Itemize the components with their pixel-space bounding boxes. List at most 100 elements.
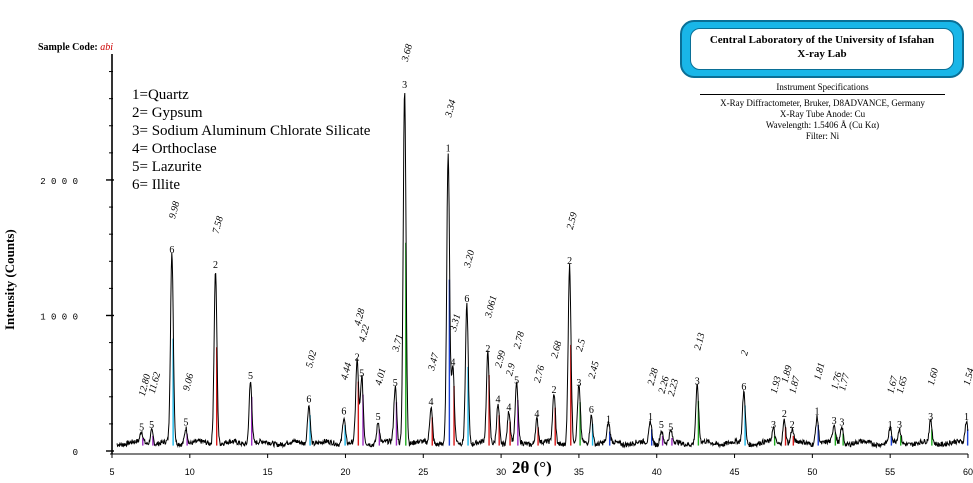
peak-phase-label: 1: [446, 144, 451, 155]
peak-phase-label: 6: [306, 394, 311, 405]
peak-phase-label: 4: [506, 402, 511, 413]
peak-d-spacing-label: 9.98: [167, 200, 182, 220]
sample-code-value: abi: [100, 42, 114, 53]
peak-phase-label: 1: [606, 415, 611, 426]
chart-axes: 01 0 0 02 0 0 05 10 15 20 25 30 35 40 45 50 55 60: [40, 54, 973, 477]
peak-d-spacing-label: 5.02: [304, 349, 319, 369]
peak-phase-label: 6: [341, 406, 346, 417]
phase-legend: 1=Quartz 2= Gypsum 3= Sodium Aluminum Ch…: [132, 86, 370, 194]
x-tick-label: 40: [652, 467, 662, 477]
peak-phase-label: 5: [183, 417, 188, 428]
peak-phase-label: 5: [514, 375, 519, 386]
peak-d-spacing-label: 4.01: [373, 367, 388, 387]
peak-d-spacing-label: 1.89: [780, 364, 795, 384]
diffraction-pattern: [116, 92, 969, 449]
peak-phase-label: 5: [668, 423, 673, 434]
peak-d-spacing-label: 2.45: [587, 360, 602, 380]
peak-d-spacing-label: 2.99: [493, 349, 508, 369]
instrument-line2: X-Ray Tube Anode: Cu: [779, 109, 866, 119]
peak-phase-label: 5: [393, 378, 398, 389]
peak-phase-label: 5: [659, 420, 664, 431]
peak-d-spacing-label: 2.26: [657, 375, 672, 395]
peak-d-spacing-label: 1.65: [895, 375, 910, 395]
x-tick-label: 50: [807, 467, 817, 477]
peak-d-spacing-label: 3.061: [483, 294, 500, 320]
peak-phase-label: 4: [450, 358, 455, 369]
y-tick-label: 1 0 0 0: [40, 312, 78, 322]
peak-d-spacing-label: 4.22: [357, 324, 372, 344]
peak-d-spacing-label: 2.68: [549, 340, 564, 360]
peak-d-spacing-label: 2.59: [565, 211, 580, 231]
x-tick-label: 5: [109, 467, 114, 477]
peak-phase-label: 1: [815, 406, 820, 417]
peak-phase-label: 6: [464, 294, 469, 305]
peak-d-spacing-label: 9.06: [181, 372, 196, 392]
peak-d-spacing-label: 11.62: [147, 371, 163, 395]
peak-d-spacing-label: 2: [739, 349, 751, 357]
legend-item-sodium-aluminum-chlorate-silicate: 3= Sodium Aluminum Chlorate Silicate: [132, 123, 371, 139]
peak-d-spacing-label: 2.13: [692, 332, 707, 352]
peak-phase-label: 3: [897, 420, 902, 431]
peak-d-spacing-label: 1.54: [962, 367, 973, 387]
peak-phase-label: 6: [741, 382, 746, 393]
x-tick-label: 35: [574, 467, 584, 477]
peak-phase-label: 5: [139, 423, 144, 434]
peak-d-spacing-label: 2.23: [666, 378, 681, 398]
peak-phase-label: 3: [832, 416, 837, 427]
peak-d-spacing-label: 2.5: [574, 338, 588, 353]
legend-item-gypsum: 2= Gypsum: [132, 105, 203, 121]
peak-phase-label: 4: [534, 409, 539, 420]
x-tick-label: 30: [496, 467, 506, 477]
peak-phase-label: 2: [213, 260, 218, 271]
legend-item-orthoclase: 4= Orthoclase: [132, 141, 217, 157]
x-tick-label: 55: [885, 467, 895, 477]
peak-d-spacing-label: 1.60: [926, 367, 941, 387]
x-tick-label: 45: [730, 467, 740, 477]
peak-d-spacing-label: 3.34: [443, 99, 458, 120]
x-tick-label: 25: [418, 467, 428, 477]
legend-item-illite: 6= Illite: [132, 177, 181, 193]
instrument-header: Instrument Specifications: [700, 82, 945, 95]
peak-d-spacing-label: 1.93: [769, 375, 784, 395]
peak-phase-label: 3: [771, 420, 776, 431]
peak-d-spacing-label: 2.9: [504, 362, 518, 377]
peak-d-spacing-label: 1.87: [787, 374, 802, 395]
peak-phase-label: 5: [359, 369, 364, 380]
peak-d-spacing-label: 3.20: [462, 249, 477, 270]
instrument-specs: Instrument Specifications X-Ray Diffract…: [700, 82, 945, 142]
peak-phase-label: 5: [149, 420, 154, 431]
peak-phase-label: 2: [567, 256, 572, 267]
y-tick-label: 0: [73, 448, 78, 458]
peak-phase-label: 1: [888, 420, 893, 431]
peak-d-spacing-label: 1.67: [885, 374, 900, 395]
peak-phase-label: 4: [429, 397, 434, 408]
lab-title-box: Central Laboratory of the University of …: [680, 20, 964, 78]
lab-title-line1: Central Laboratory of the University of …: [709, 34, 935, 46]
peak-phase-label: 3: [839, 417, 844, 428]
sample-code-label: Sample Code:: [38, 42, 98, 53]
instrument-line4: Filter: Ni: [805, 131, 840, 141]
peak-d-spacing-label: 3.68: [400, 43, 415, 64]
intensity-line: [116, 92, 969, 449]
peak-d-spacing-label: 2.28: [646, 367, 661, 387]
peak-phase-label: 5: [376, 412, 381, 423]
peak-d-spacing-label: 3.47: [426, 351, 442, 373]
peak-phase-label: 2: [485, 344, 490, 355]
peak-phase-label: 5: [248, 371, 253, 382]
peak-d-spacing-label: 7.58: [211, 215, 226, 235]
peak-phase-label: 2: [552, 385, 557, 396]
peak-d-spacing-label: 1.77: [837, 371, 852, 392]
peak-phase-label: 3: [402, 80, 407, 91]
y-tick-label: 2 0 0 0: [40, 177, 78, 187]
y-axis-label: Intensity (Counts): [2, 229, 17, 330]
peak-phase-label: 3: [695, 377, 700, 388]
peak-phase-label: 2: [782, 409, 787, 420]
peak-phase-label: 3: [928, 412, 933, 423]
peak-phase-label: 3: [576, 378, 581, 389]
peak-d-spacing-label: 4.44: [339, 362, 354, 382]
peak-d-spacing-label: 1.76: [829, 371, 844, 391]
instrument-line1: X-Ray Diffractometer, Bruker, D8ADVANCE,…: [720, 98, 925, 108]
x-tick-label: 15: [263, 467, 273, 477]
